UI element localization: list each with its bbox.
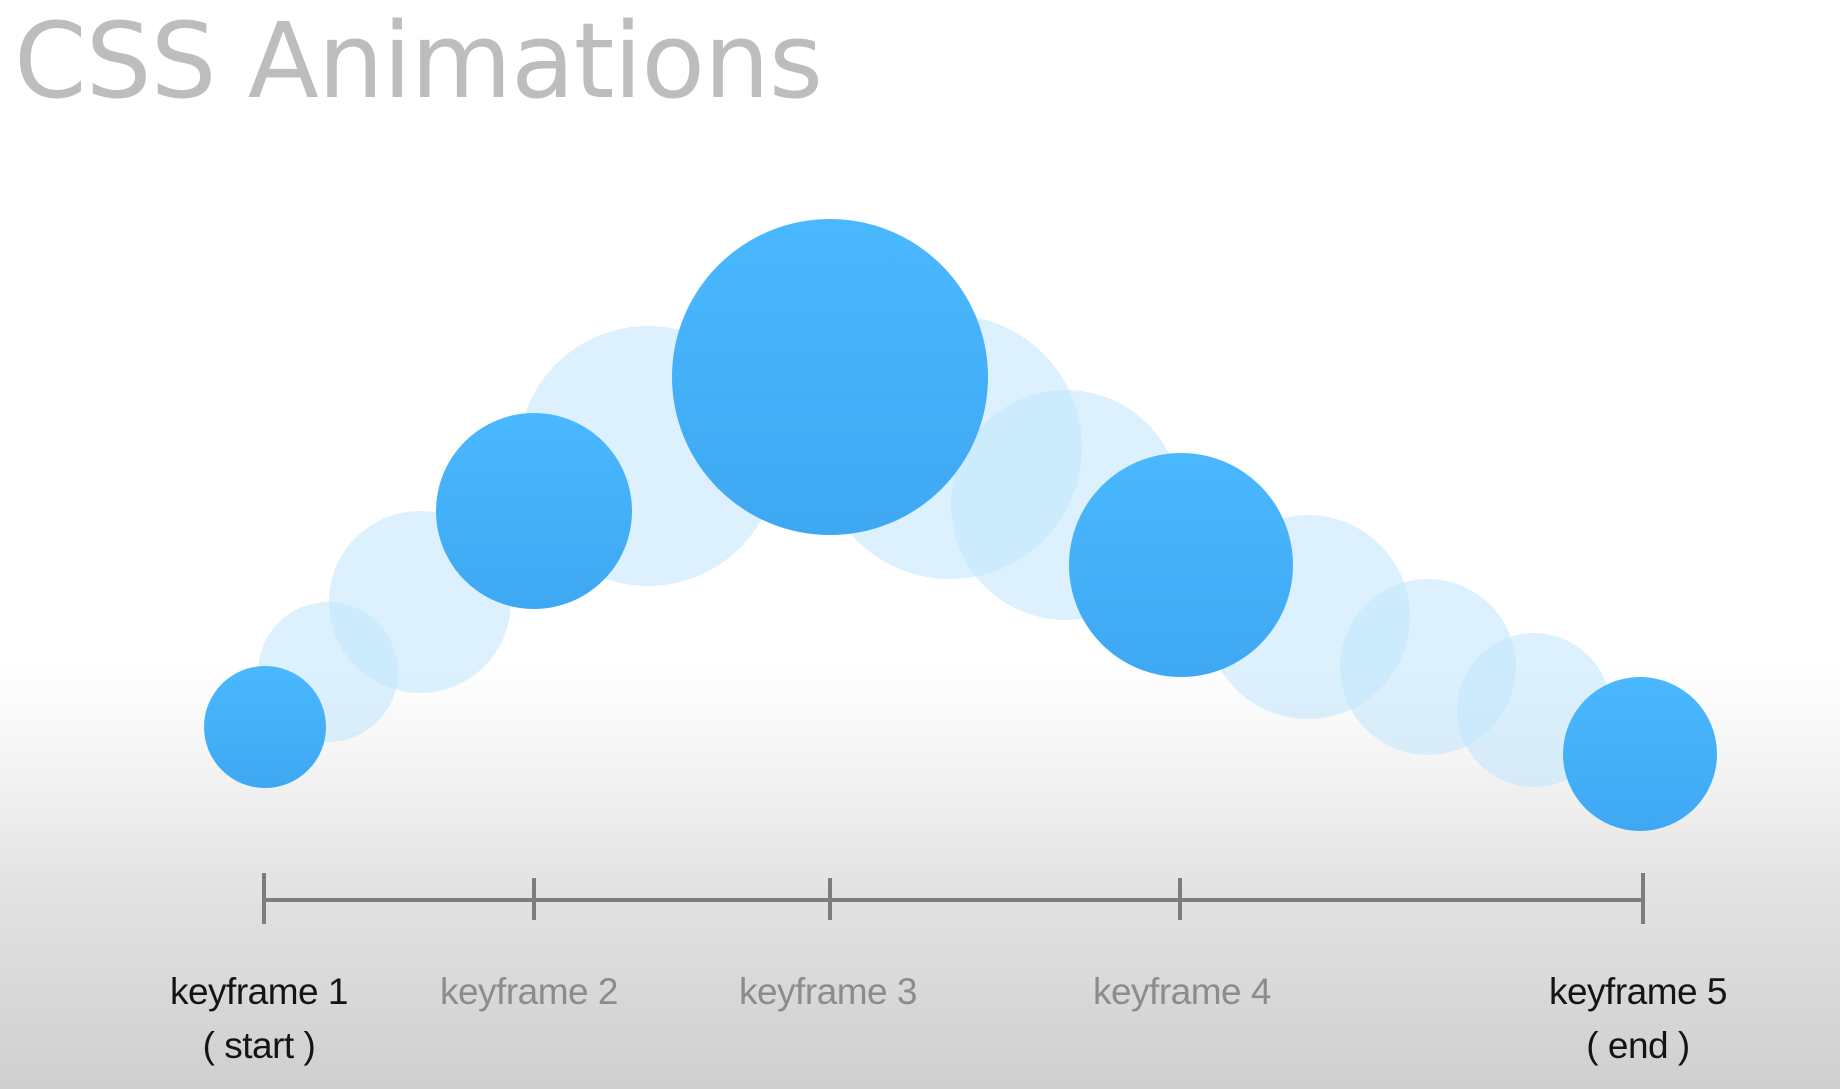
- keyframe-5-sublabel: ( end ): [1586, 1025, 1690, 1066]
- keyframe-1-circle: [204, 666, 326, 788]
- keyframe-4-label: keyframe 4: [1052, 965, 1312, 1019]
- keyframe-1-label: keyframe 1 ( start ): [129, 965, 389, 1073]
- keyframe-4-name: keyframe 4: [1092, 971, 1272, 1012]
- keyframe-4-circle: [1069, 453, 1293, 677]
- timeline: [262, 873, 1645, 924]
- keyframe-3-name: keyframe 3: [738, 971, 918, 1012]
- keyframe-3-circle: [672, 219, 988, 535]
- keyframe-2-label: keyframe 2: [399, 965, 659, 1019]
- keyframe-3-label: keyframe 3: [698, 965, 958, 1019]
- keyframe-1-sublabel: ( start ): [202, 1025, 316, 1066]
- keyframe-2-circle: [436, 413, 632, 609]
- slide-title: CSS Animations: [14, 0, 823, 122]
- keyframe-circles: [204, 219, 1717, 831]
- keyframe-5-circle: [1563, 677, 1717, 831]
- keyframe-1-name: keyframe 1: [169, 971, 349, 1012]
- keyframe-5-label: keyframe 5 ( end ): [1508, 965, 1768, 1073]
- keyframe-5-name: keyframe 5: [1548, 971, 1728, 1012]
- keyframe-2-name: keyframe 2: [439, 971, 619, 1012]
